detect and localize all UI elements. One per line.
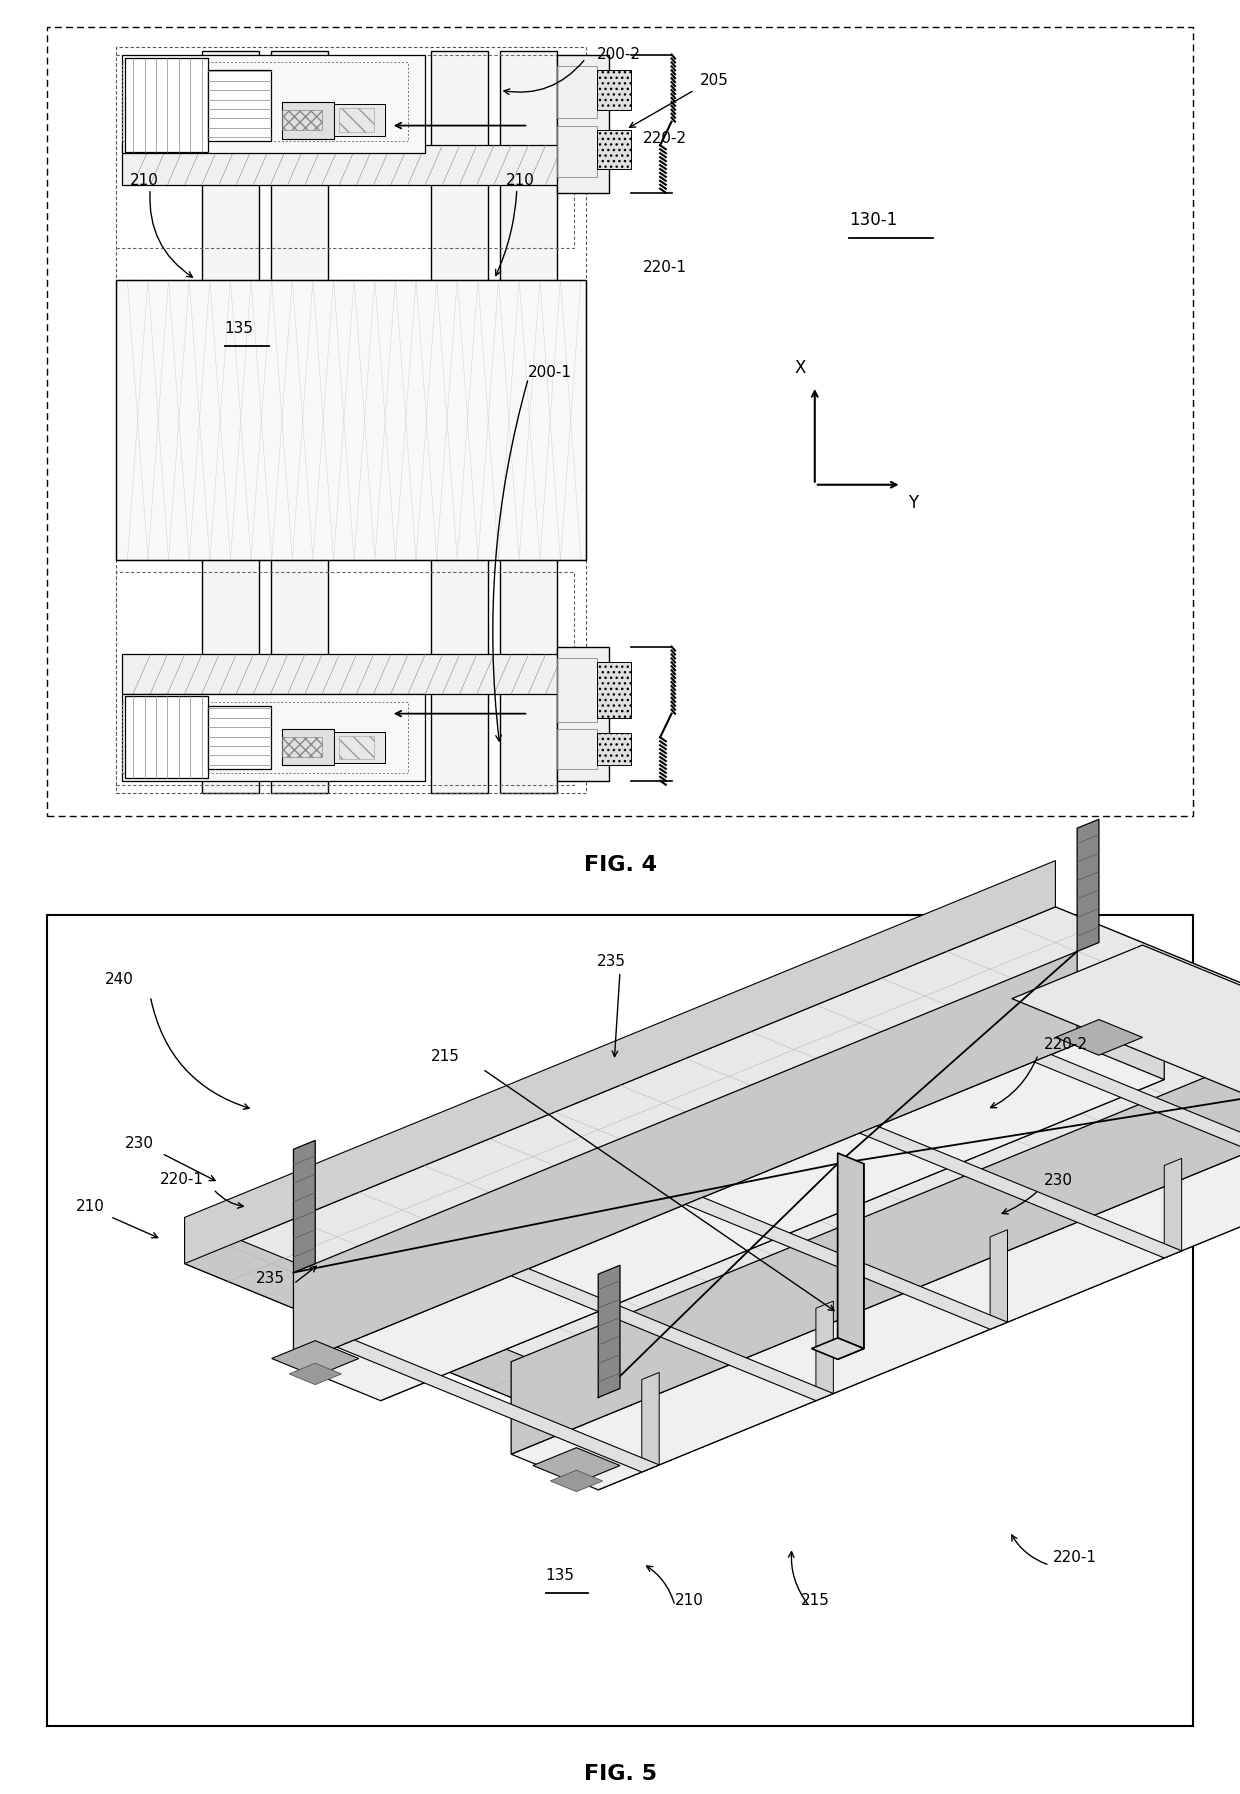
- Polygon shape: [185, 861, 1055, 1263]
- Text: 130-1: 130-1: [849, 212, 898, 230]
- Polygon shape: [289, 1363, 341, 1385]
- Text: 215: 215: [432, 1049, 460, 1064]
- Polygon shape: [334, 104, 386, 136]
- Polygon shape: [294, 1141, 315, 1272]
- Text: 235: 235: [598, 954, 626, 969]
- Polygon shape: [598, 1076, 1240, 1489]
- Text: 205: 205: [701, 74, 729, 88]
- Polygon shape: [294, 1044, 1164, 1401]
- Polygon shape: [202, 50, 259, 793]
- Polygon shape: [511, 1268, 833, 1401]
- Polygon shape: [207, 705, 270, 770]
- Polygon shape: [122, 145, 574, 185]
- Polygon shape: [125, 59, 207, 152]
- Polygon shape: [125, 696, 207, 779]
- Text: 210: 210: [506, 174, 534, 188]
- Polygon shape: [185, 906, 1240, 1442]
- Text: 135: 135: [224, 321, 254, 335]
- Text: 215: 215: [801, 1593, 830, 1609]
- Polygon shape: [859, 1127, 1182, 1258]
- Polygon shape: [122, 694, 425, 780]
- Polygon shape: [294, 951, 1078, 1365]
- Text: 235: 235: [255, 1270, 285, 1286]
- Polygon shape: [115, 280, 585, 560]
- Text: 220-1: 220-1: [1053, 1550, 1097, 1564]
- Polygon shape: [122, 655, 574, 694]
- Polygon shape: [1078, 820, 1099, 951]
- Text: Y: Y: [908, 493, 918, 511]
- Polygon shape: [686, 1197, 1007, 1329]
- Polygon shape: [47, 27, 1193, 816]
- Polygon shape: [185, 1218, 620, 1442]
- Polygon shape: [122, 54, 425, 152]
- Polygon shape: [281, 730, 334, 764]
- Polygon shape: [838, 1154, 864, 1349]
- Polygon shape: [1164, 1159, 1182, 1258]
- Polygon shape: [598, 129, 631, 169]
- Text: 210: 210: [130, 174, 159, 188]
- Text: 220-2: 220-2: [1044, 1037, 1087, 1053]
- Polygon shape: [511, 1041, 1240, 1455]
- Text: 135: 135: [546, 1568, 574, 1582]
- Text: 220-1: 220-1: [160, 1171, 203, 1188]
- Polygon shape: [598, 734, 631, 764]
- Text: 230: 230: [1044, 1173, 1073, 1188]
- Polygon shape: [642, 1372, 660, 1473]
- Text: 220-2: 220-2: [642, 131, 687, 147]
- Polygon shape: [334, 732, 386, 762]
- Polygon shape: [990, 1229, 1007, 1329]
- Text: 240: 240: [104, 972, 133, 987]
- Polygon shape: [816, 1301, 833, 1401]
- Polygon shape: [432, 50, 489, 793]
- Polygon shape: [272, 1340, 358, 1376]
- Polygon shape: [598, 70, 631, 109]
- Polygon shape: [1055, 1019, 1142, 1055]
- Polygon shape: [838, 1164, 864, 1360]
- Polygon shape: [533, 1448, 620, 1484]
- Polygon shape: [811, 1338, 864, 1360]
- Polygon shape: [47, 915, 1193, 1726]
- Polygon shape: [598, 662, 631, 718]
- Polygon shape: [1034, 1055, 1240, 1186]
- Polygon shape: [500, 50, 557, 793]
- Text: 200-2: 200-2: [598, 47, 641, 63]
- Polygon shape: [381, 987, 1164, 1401]
- Text: X: X: [795, 359, 806, 377]
- Text: 210: 210: [76, 1200, 104, 1215]
- Text: 220-1: 220-1: [642, 260, 687, 274]
- Polygon shape: [337, 1340, 660, 1473]
- Text: 200-1: 200-1: [528, 366, 573, 380]
- Text: FIG. 5: FIG. 5: [584, 1764, 656, 1785]
- Polygon shape: [557, 646, 609, 780]
- Polygon shape: [557, 54, 609, 192]
- Text: 230: 230: [125, 1136, 154, 1152]
- Polygon shape: [270, 50, 327, 793]
- Text: FIG. 4: FIG. 4: [584, 854, 656, 875]
- Polygon shape: [281, 102, 334, 138]
- Polygon shape: [551, 1471, 603, 1491]
- Polygon shape: [1012, 945, 1240, 1177]
- Text: 210: 210: [675, 1593, 704, 1609]
- Polygon shape: [511, 1134, 1240, 1489]
- Polygon shape: [207, 70, 270, 142]
- Polygon shape: [598, 1265, 620, 1398]
